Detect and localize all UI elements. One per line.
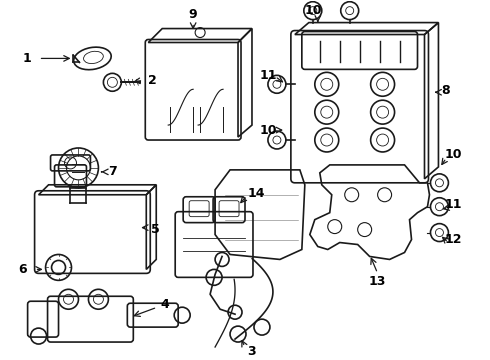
Text: 14: 14 (247, 187, 265, 200)
Text: 12: 12 (444, 233, 462, 246)
Text: 11: 11 (259, 69, 277, 82)
Text: 10: 10 (259, 123, 277, 136)
Text: 13: 13 (369, 275, 386, 288)
Text: 9: 9 (189, 8, 197, 21)
Text: 3: 3 (247, 345, 256, 357)
Text: 10: 10 (305, 4, 322, 17)
Text: 6: 6 (18, 263, 27, 276)
Text: 10: 10 (444, 148, 462, 161)
Text: 11: 11 (444, 198, 462, 211)
Text: 7: 7 (108, 165, 117, 178)
Text: 5: 5 (151, 223, 160, 236)
Text: 2: 2 (148, 74, 157, 87)
Text: 8: 8 (441, 84, 450, 97)
Text: 4: 4 (161, 298, 170, 311)
Text: 1: 1 (22, 52, 31, 65)
